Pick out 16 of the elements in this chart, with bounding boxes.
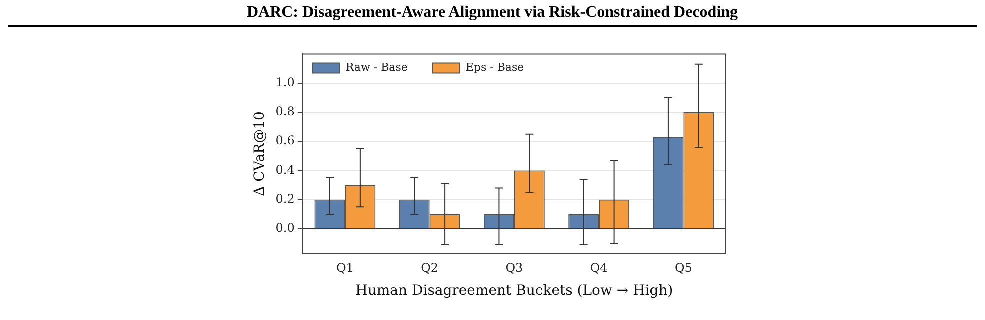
y-axis-title: Δ CVaR@10	[252, 112, 268, 196]
y-tick-label: 0.4	[276, 162, 296, 177]
x-tick-label: Q3	[506, 261, 524, 276]
y-tick-label: 0.8	[276, 104, 295, 119]
legend-label: Eps - Base	[466, 61, 524, 74]
y-tick-label: 0.6	[276, 134, 295, 148]
x-tick-label: Q1	[336, 261, 354, 276]
x-tick-label: Q5	[674, 261, 692, 276]
y-tick-label: 0.2	[276, 192, 295, 206]
legend-label: Raw - Base	[346, 61, 408, 74]
x-tick-label: Q4	[590, 261, 608, 276]
x-axis-title: Human Disagreement Buckets (Low → High)	[356, 283, 674, 300]
x-tick-label: Q2	[421, 261, 439, 276]
y-tick-label: 1.0	[276, 75, 295, 90]
chart-title: DARC: Disagreement-Aware Alignment via Risk-Constrained Decoding	[246, 4, 740, 22]
y-tick-label: 0.0	[276, 221, 295, 236]
